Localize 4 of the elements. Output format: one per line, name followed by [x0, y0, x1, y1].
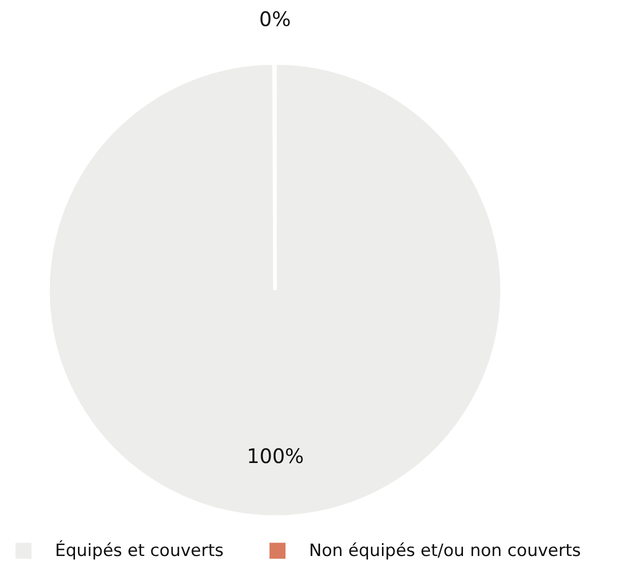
data-label: 100%	[246, 444, 304, 468]
legend-label: Non équipés et/ou non couverts	[309, 540, 582, 561]
legend-label: Équipés et couverts	[55, 540, 224, 561]
text: 0%	[259, 7, 291, 31]
